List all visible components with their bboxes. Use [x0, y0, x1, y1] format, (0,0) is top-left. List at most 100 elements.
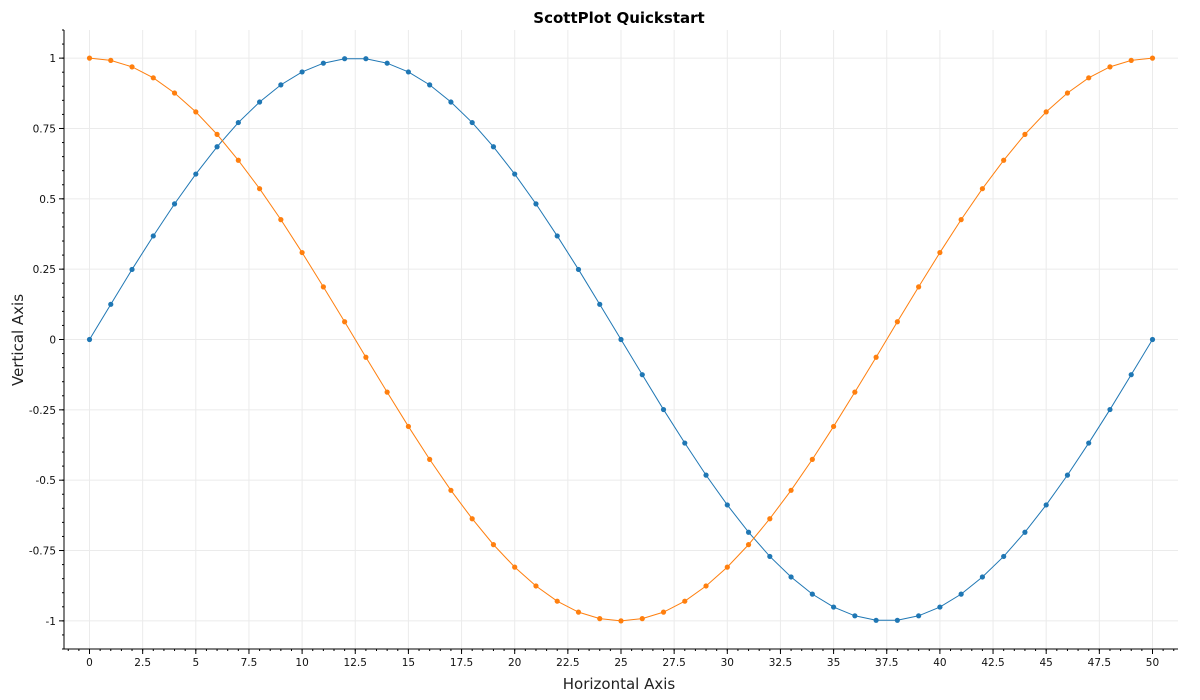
- data-point: [618, 618, 624, 624]
- data-point: [682, 598, 688, 604]
- data-point: [235, 157, 241, 163]
- data-point: [809, 591, 815, 597]
- x-tick-label: 12.5: [344, 657, 367, 669]
- data-point: [745, 529, 752, 535]
- data-point: [958, 217, 964, 223]
- data-point: [1043, 109, 1049, 115]
- data-point: [1149, 336, 1156, 343]
- data-point: [171, 90, 178, 96]
- data-point: [405, 423, 411, 430]
- data-point: [660, 406, 667, 413]
- data-point: [108, 57, 114, 63]
- x-tick-label: 10: [295, 657, 308, 669]
- data-point: [363, 56, 369, 62]
- data-point: [278, 217, 284, 223]
- data-point: [703, 472, 709, 478]
- x-tick-label: 42.5: [981, 657, 1004, 669]
- data-point: [342, 56, 348, 62]
- data-point: [809, 456, 815, 462]
- data-point: [448, 99, 454, 105]
- y-tick-label: -0.5: [36, 475, 57, 487]
- data-point: [384, 389, 390, 395]
- data-point: [1064, 472, 1071, 478]
- data-point: [235, 119, 241, 126]
- data-point: [1086, 440, 1092, 446]
- x-tick-label: 37.5: [875, 657, 898, 669]
- data-point: [916, 284, 922, 290]
- x-tick-label: 0: [86, 657, 93, 669]
- y-tick-label: 0.25: [33, 264, 56, 276]
- data-point: [937, 604, 943, 610]
- y-tick-label: 0.5: [39, 194, 56, 206]
- y-tick-label: -0.75: [29, 546, 56, 558]
- data-point: [703, 583, 709, 589]
- data-point: [129, 64, 135, 70]
- y-axis-ticks: 1 0.75 0.5 0.25 0 -0.25 -0.5 -0.75 -1: [29, 29, 64, 650]
- data-point: [469, 119, 475, 126]
- data-point: [1128, 57, 1134, 63]
- data-point: [597, 616, 603, 622]
- data-point: [979, 574, 986, 580]
- data-point: [873, 617, 879, 623]
- data-point: [554, 233, 560, 239]
- x-tick-label: 40: [933, 657, 946, 669]
- data-point: [788, 487, 794, 493]
- x-tick-label: 50: [1146, 657, 1159, 669]
- data-point: [1022, 529, 1028, 535]
- data-point: [724, 564, 730, 570]
- data-point: [1001, 157, 1007, 163]
- data-point: [554, 598, 560, 604]
- data-point: [150, 233, 156, 239]
- data-point: [1107, 406, 1113, 413]
- data-point: [1022, 131, 1028, 137]
- data-point: [171, 201, 178, 207]
- data-point: [214, 131, 220, 137]
- data-point: [193, 109, 199, 115]
- data-point: [469, 516, 475, 522]
- data-point: [490, 144, 497, 150]
- x-tick-label: 17.5: [450, 657, 473, 669]
- data-point: [767, 516, 773, 522]
- data-point: [1064, 90, 1071, 96]
- data-point: [1043, 502, 1049, 508]
- data-point: [873, 354, 879, 360]
- y-tick-label: -1: [46, 616, 56, 628]
- data-point: [788, 574, 794, 580]
- grid: [64, 30, 1178, 649]
- data-point: [639, 616, 645, 622]
- x-tick-label: 15: [402, 657, 415, 669]
- data-point: [448, 487, 454, 493]
- data-point: [193, 171, 199, 177]
- data-point: [512, 171, 518, 177]
- data-point: [427, 456, 433, 462]
- data-point: [86, 55, 93, 61]
- x-tick-label: 32.5: [769, 657, 792, 669]
- data-point: [682, 440, 688, 446]
- x-tick-label: 27.5: [662, 657, 685, 669]
- data-point: [660, 609, 667, 615]
- chart-title: ScottPlot Quickstart: [533, 9, 704, 27]
- x-tick-label: 35: [827, 657, 840, 669]
- data-point: [916, 613, 922, 619]
- data-point: [831, 604, 837, 610]
- data-point: [384, 60, 390, 66]
- data-point: [150, 75, 156, 81]
- data-point: [86, 336, 93, 343]
- data-point: [363, 354, 369, 360]
- data-point: [256, 186, 263, 192]
- data-point: [575, 266, 582, 273]
- x-tick-label: 20: [508, 657, 521, 669]
- y-axis-label: Vertical Axis: [9, 294, 27, 386]
- data-point: [299, 69, 305, 75]
- x-axis-ticks: 0 2.5 5 7.5 10 12.5 15 17.5 20 22.5 25 27.5 30 32.5 35…: [67, 649, 1175, 669]
- data-point: [639, 372, 645, 378]
- data-point: [831, 423, 837, 430]
- data-point: [320, 60, 326, 66]
- data-point: [852, 613, 858, 619]
- data-point: [405, 69, 411, 75]
- data-point: [937, 249, 943, 256]
- data-point: [129, 266, 135, 273]
- y-tick-label: -0.25: [29, 405, 56, 417]
- x-tick-label: 45: [1040, 657, 1053, 669]
